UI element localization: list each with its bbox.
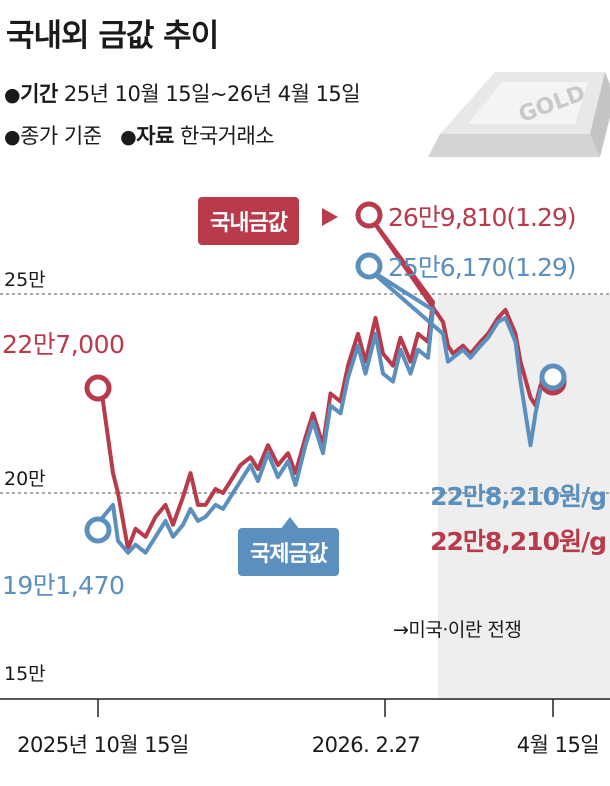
international-start-marker <box>84 516 112 544</box>
y-tick-label: 25만 <box>4 269 46 291</box>
y-tick-label: 20만 <box>4 468 46 490</box>
international-callout-pointer <box>280 517 300 530</box>
source-value: 한국거래소 <box>180 124 275 148</box>
period-value: 25년 10월 15일~26년 4월 15일 <box>63 82 361 106</box>
domestic-start-marker <box>84 374 112 402</box>
bullet-icon: ● <box>4 84 21 106</box>
basis-text: 종가 기준 <box>20 124 102 148</box>
international-callout-label: 국제금값 <box>250 542 328 567</box>
x-tick-label: 4월 15일 <box>517 733 599 757</box>
y-tick-label: 15만 <box>4 663 46 685</box>
domestic-callout-label: 국내금값 <box>210 211 288 236</box>
domestic-series-line <box>96 213 555 551</box>
international-end-marker <box>539 363 567 391</box>
international-peak-marker <box>355 252 383 280</box>
period-line: ●기간 25년 10월 15일~26년 4월 15일 <box>4 78 361 108</box>
international-peak-value: 25만6,170(1.29) <box>388 253 576 282</box>
international-end-value: 22만8,210원/g <box>430 482 606 511</box>
war-period-shade <box>438 295 610 700</box>
domestic-peak-marker <box>355 201 383 229</box>
domestic-callout: 국내금값 <box>198 197 299 245</box>
international-series-line <box>96 267 554 555</box>
period-label: 기간 <box>20 82 58 106</box>
international-start-value: 19만1,470 <box>2 571 124 600</box>
chart-title: 국내외 금값 추이 <box>6 18 219 54</box>
domestic-end-value: 22만8,210원/g <box>430 527 606 556</box>
bullet-icon: ● <box>120 126 137 148</box>
x-tick-label: 2025년 10월 15일 <box>17 733 189 757</box>
source-label: 자료 <box>136 124 174 148</box>
international-callout: 국제금값 <box>238 528 339 576</box>
domestic-callout-pointer <box>322 208 338 226</box>
basis-line: ●종가 기준 ●자료 한국거래소 <box>4 120 275 150</box>
domestic-peak-value: 26만9,810(1.29) <box>388 203 576 232</box>
bullet-icon: ● <box>4 126 21 148</box>
domestic-start-value: 22만7,000 <box>2 330 124 359</box>
war-period-label: →미국·이란 전쟁 <box>393 619 521 641</box>
x-tick-label: 2026. 2.27 <box>312 733 421 757</box>
